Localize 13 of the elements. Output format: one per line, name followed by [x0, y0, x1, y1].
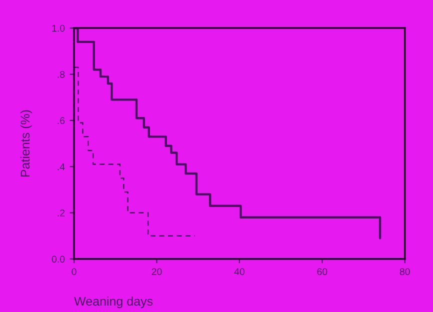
y-tick-label: .4 [58, 163, 65, 170]
y-tick-label: .2 [58, 210, 65, 216]
x-axis-title: Weaning days [74, 296, 153, 308]
x-tick-label: 80 [400, 268, 410, 276]
y-axis-title: Patients (%) [20, 110, 32, 177]
x-tick-label: 40 [234, 268, 244, 276]
x-tick-label: 60 [317, 268, 328, 276]
x-tick-label: 20 [152, 268, 162, 276]
y-tick-label: .6 [58, 117, 65, 124]
y-tick-label: 1.0 [52, 24, 65, 32]
x-tick-label: 0 [72, 268, 76, 276]
y-tick-label: 0.0 [52, 256, 65, 263]
y-tick-label: .8 [58, 70, 65, 78]
